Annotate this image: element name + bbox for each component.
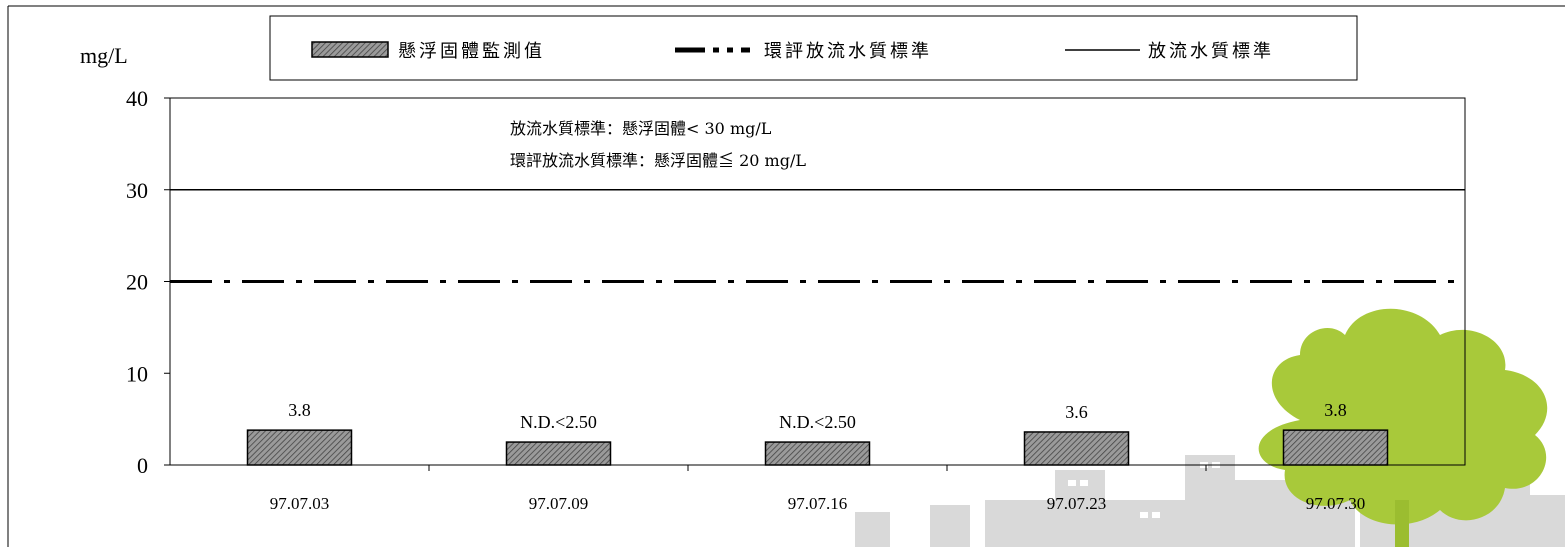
data-label: N.D.<2.50 <box>520 412 597 432</box>
legend-box <box>269 15 1358 81</box>
legend-swatch-bars <box>311 41 389 58</box>
labels: 3.8 97.07.03 N.D.<2.50 97.07.09 N.D.<2.50 97.… <box>270 400 1366 513</box>
legend-label-eia-standard: 環評放流水質標準 <box>764 41 932 62</box>
x-tick-label: 97.07.16 <box>788 494 848 513</box>
y-tick-label: 20 <box>126 270 148 295</box>
bar <box>246 429 353 466</box>
x-tick-label: 97.07.30 <box>1306 494 1366 513</box>
x-tick-label: 97.07.09 <box>529 494 589 513</box>
x-tick-label: 97.07.23 <box>1047 494 1107 513</box>
data-label: 3.8 <box>1324 400 1347 420</box>
background-decoration <box>855 308 1565 547</box>
x-tick-label: 97.07.03 <box>270 494 330 513</box>
annotation-discharge-standard: 放流水質標準：懸浮固體< 30 mg/L <box>510 119 772 138</box>
bars <box>246 429 1389 466</box>
legend: 懸浮固體監測值 環評放流水質標準 放流水質標準 <box>269 15 1358 81</box>
data-label: N.D.<2.50 <box>779 412 856 432</box>
bar <box>505 441 612 466</box>
y-axis-unit: mg/L <box>80 43 128 68</box>
y-tick-label: 10 <box>126 361 148 386</box>
tree-illustration <box>1258 308 1548 547</box>
y-tick-label: 0 <box>137 453 148 478</box>
legend-label-bars: 懸浮固體監測值 <box>398 41 545 62</box>
axes: 0 10 20 30 40 <box>126 86 1207 478</box>
data-label: 3.8 <box>288 400 311 420</box>
legend-label-discharge-standard: 放流水質標準 <box>1148 41 1274 62</box>
annotation-eia-standard: 環評放流水質標準：懸浮固體≦ 20 mg/L <box>510 151 806 170</box>
bar <box>1023 431 1130 466</box>
bar <box>1282 429 1389 466</box>
y-tick-label: 30 <box>126 178 148 203</box>
bar <box>764 441 871 466</box>
reference-lines <box>170 189 1465 283</box>
y-tick-label: 40 <box>126 86 148 111</box>
data-label: 3.6 <box>1065 402 1088 422</box>
